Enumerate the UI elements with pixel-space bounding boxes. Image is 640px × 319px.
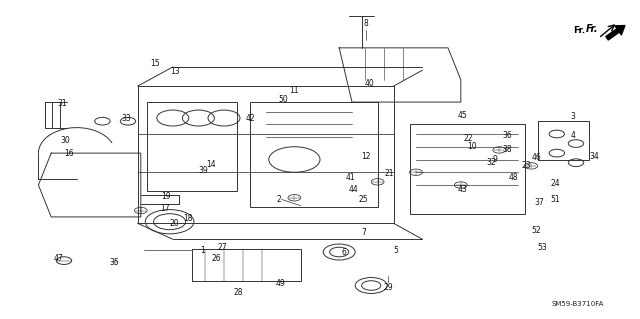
Text: 11: 11	[290, 86, 299, 95]
Text: Fr.: Fr.	[573, 26, 586, 35]
Text: 40: 40	[365, 79, 375, 88]
Text: 6: 6	[342, 248, 347, 257]
Text: 41: 41	[346, 173, 356, 182]
Text: 9: 9	[492, 155, 497, 164]
Text: 42: 42	[246, 114, 256, 123]
Text: 35: 35	[109, 258, 119, 267]
Text: 12: 12	[362, 152, 371, 161]
Text: 26: 26	[211, 254, 221, 263]
Text: 20: 20	[170, 219, 180, 228]
Text: 16: 16	[64, 149, 74, 158]
Bar	[250, 102, 378, 207]
Text: 29: 29	[383, 283, 394, 292]
Text: 30: 30	[60, 137, 70, 145]
Text: 24: 24	[550, 179, 561, 188]
Text: 27: 27	[218, 243, 228, 252]
Text: 49: 49	[275, 279, 285, 288]
Text: 36: 36	[502, 131, 513, 140]
Text: 50: 50	[278, 95, 288, 104]
Text: 4: 4	[570, 131, 575, 140]
FancyArrowPatch shape	[606, 26, 625, 40]
Text: 44: 44	[348, 185, 358, 194]
Text: 14: 14	[206, 160, 216, 169]
Text: 53: 53	[538, 243, 548, 252]
Text: 37: 37	[534, 198, 544, 207]
Text: 33: 33	[122, 114, 132, 122]
Text: 21: 21	[385, 169, 394, 178]
Bar	[147, 102, 237, 191]
Bar	[410, 124, 525, 214]
Text: SM59-B3710FA: SM59-B3710FA	[552, 301, 604, 307]
Text: 51: 51	[550, 195, 561, 204]
Text: 47: 47	[54, 254, 64, 263]
Text: 23: 23	[521, 161, 531, 170]
Text: 28: 28	[234, 288, 243, 297]
Text: 13: 13	[170, 67, 180, 76]
Text: 25: 25	[358, 195, 369, 204]
Text: 15: 15	[150, 59, 160, 68]
Text: 1: 1	[200, 246, 205, 255]
Text: 17: 17	[160, 204, 170, 213]
Text: 7: 7	[361, 228, 366, 237]
Text: 5: 5	[393, 246, 398, 255]
Text: Fr.: Fr.	[586, 24, 598, 34]
Text: 34: 34	[589, 152, 599, 161]
Text: 31: 31	[57, 99, 67, 108]
Text: 18: 18	[183, 214, 192, 223]
Text: 39: 39	[198, 166, 209, 175]
Text: 52: 52	[531, 226, 541, 235]
Text: 10: 10	[467, 142, 477, 151]
Text: 32: 32	[486, 158, 497, 167]
Text: 3: 3	[570, 112, 575, 121]
Text: 48: 48	[509, 173, 519, 182]
Text: 22: 22	[464, 134, 473, 143]
Text: 19: 19	[161, 192, 172, 201]
Text: 43: 43	[458, 185, 468, 194]
Text: 38: 38	[502, 145, 513, 154]
Text: 8: 8	[364, 19, 369, 28]
Text: 46: 46	[531, 153, 541, 162]
Text: 45: 45	[458, 111, 468, 120]
Text: 2: 2	[276, 195, 281, 204]
